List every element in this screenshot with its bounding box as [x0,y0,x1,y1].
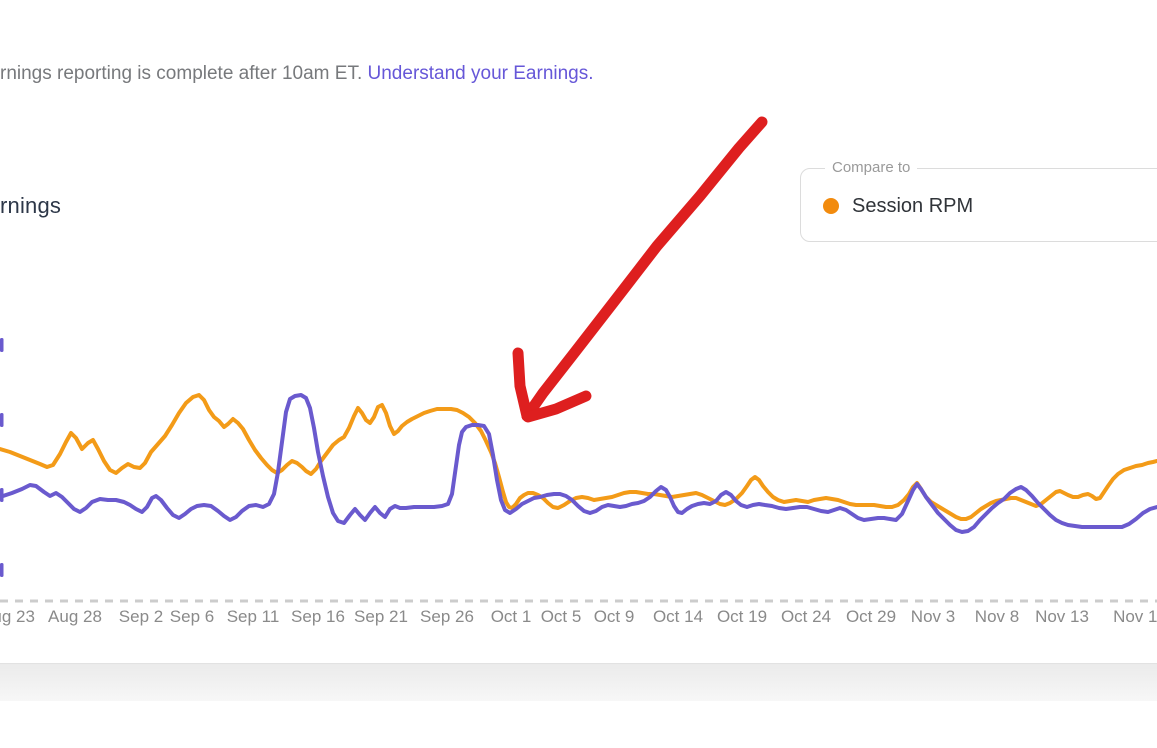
red-arrow-annotation [522,390,592,423]
legend-row: Session RPM [823,169,973,243]
bottom-divider-bar [0,663,1157,701]
x-tick-label: Nov 3 [910,607,956,626]
x-tick-label: Oct 5 [540,607,582,626]
compare-to-label: Compare to [825,159,918,176]
x-tick-label: Nov 8 [974,607,1020,626]
compare-to-select[interactable]: Compare to Session RPM [800,159,1157,243]
x-tick-label: Oct 9 [593,607,635,626]
y-axis-label-stub [0,563,4,577]
understand-earnings-link[interactable]: Understand your Earnings. [367,63,594,84]
x-tick-label: Oct 29 [845,607,897,626]
session-rpm-line [0,393,1157,521]
earnings-notice: rnings reporting is complete after 10am … [0,63,1157,85]
x-tick-label: Nov 19 [1113,607,1157,626]
earnings-line [0,393,1157,534]
x-tick-label: Sep 16 [291,607,345,626]
x-tick-label: Oct 14 [652,607,704,626]
notice-text: rnings reporting is complete after 10am … [0,63,363,84]
y-axis-label-stub [0,338,4,352]
x-tick-label: Oct 19 [716,607,768,626]
red-arrow-annotation [512,347,533,422]
x-tick-label: Oct 1 [490,607,532,626]
x-tick-label: Sep 6 [169,607,215,626]
x-axis: Aug 23 Aug 28 Sep 2 Sep 6 Sep 11 Sep 16 Sep 21… [0,607,1157,637]
x-tick-label: Sep 21 [354,607,408,626]
y-axis-label-stub [0,413,4,427]
x-tick-label: Nov 13 [1035,607,1089,626]
page-title: rnings [0,193,62,218]
red-arrow-annotation [521,116,768,422]
x-tick-label: Sep 2 [118,607,164,626]
x-tick-label: Aug 28 [48,607,102,626]
x-tick-label: Aug 23 [0,607,35,626]
x-tick-label: Oct 24 [780,607,832,626]
session-rpm-label: Session RPM [852,194,974,217]
session-rpm-dot-icon [823,198,839,214]
x-tick-label: Sep 26 [420,607,474,626]
x-tick-label: Sep 11 [226,607,280,626]
